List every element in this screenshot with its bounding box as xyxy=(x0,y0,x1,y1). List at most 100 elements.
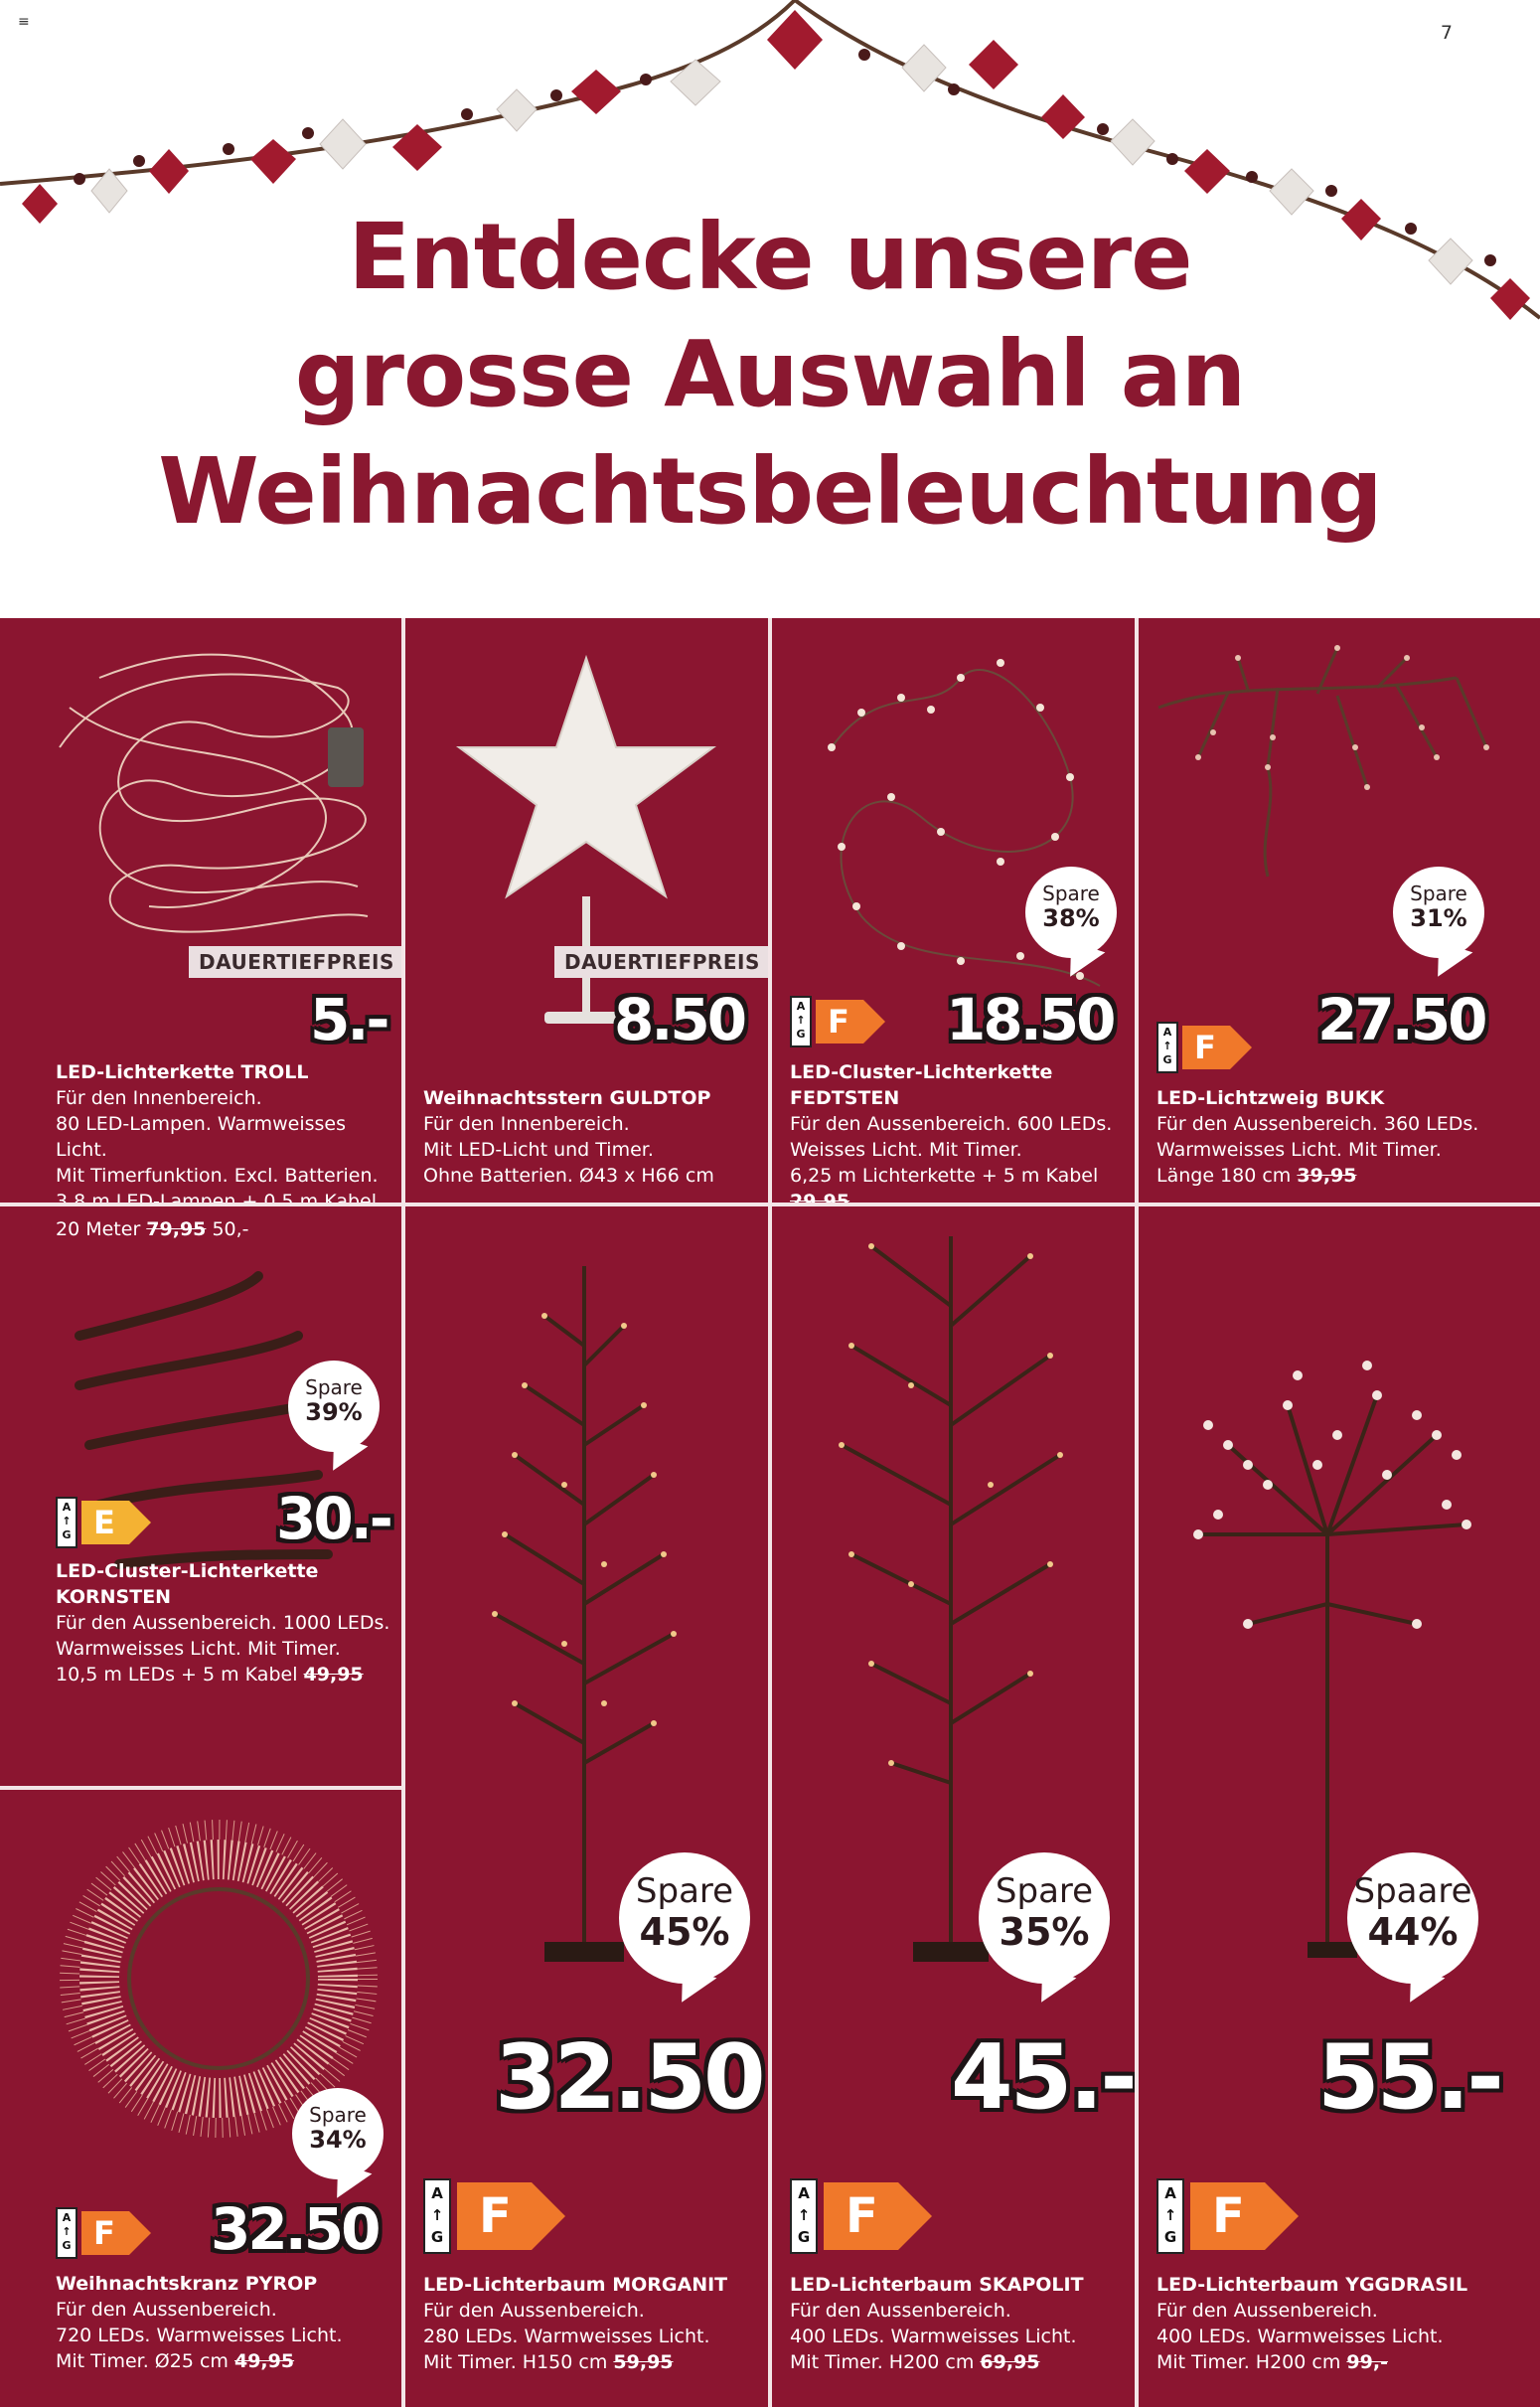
description-text: 10,5 m LEDs + 5 m Kabel xyxy=(56,1664,298,1685)
grid-divider xyxy=(401,618,405,2407)
grid-divider xyxy=(0,1203,1540,1206)
discount-bubble: Spaare 44% xyxy=(1347,1852,1478,1984)
dauertiefpreis-badge: DAUERTIEFPREIS xyxy=(189,946,401,978)
description-line: 80 LED-Lampen. Warmweisses Licht. xyxy=(56,1113,346,1161)
product-description: LED-Lichterbaum YGGDRASIL Für den Aussen… xyxy=(1156,2272,1534,2375)
description-line: 3,8 m LED-Lampen + 0,5 m Kabel xyxy=(56,1191,378,1203)
product-card-kornsten[interactable]: 20 Meter 79,95 50,- Spare 39% A ↑ G E 30.-… xyxy=(0,1206,401,1786)
description-line: Weisses Licht. Mit Timer. xyxy=(790,1139,1022,1161)
grid-divider xyxy=(1135,618,1139,2407)
product-card-bukk[interactable]: Spare 31% A ↑ G F 27.50 LED-Lichtzweig BUK… xyxy=(1139,618,1540,1203)
product-card-morganit[interactable]: Spare 45% 32.50 A ↑ G F LED-Lichterbaum MO… xyxy=(405,1206,768,2407)
product-card-fedtsten[interactable]: Spare 38% A ↑ G F 18.50 LED-Cluster-Lichte… xyxy=(772,618,1135,1203)
product-card-troll[interactable]: DAUERTIEFPREIS 5.- LED-Lichterkette TROL… xyxy=(0,618,401,1203)
description-line: Für den Aussenbereich. xyxy=(423,2300,645,2322)
page-number: 7 xyxy=(1440,22,1453,44)
light-wreath-image xyxy=(60,1820,378,2138)
price: 5.- xyxy=(310,986,389,1053)
christmas-garland-image xyxy=(0,0,1540,320)
description-line: Für den Aussenbereich. 360 LEDs. xyxy=(1156,1113,1479,1135)
discount-label: Spare xyxy=(1410,882,1467,905)
discount-percent: 31% xyxy=(1410,904,1467,932)
product-name: LED-Cluster-Lichterkette xyxy=(56,1560,319,1582)
description-line: Mit Timer. H200 cm 99,- xyxy=(1156,2349,1534,2375)
page-title: Entdecke unsere grosse Auswahl an Weihna… xyxy=(0,199,1540,551)
product-description: LED-Cluster-Lichterkette FEDTSTEN Für de… xyxy=(790,1059,1128,1203)
description-line: Mit LED-Licht und Timer. xyxy=(423,1139,654,1161)
description-line: 10,5 m LEDs + 5 m Kabel 49,95 xyxy=(56,1662,393,1687)
discount-label: Spare xyxy=(635,1871,734,1911)
discount-percent: 39% xyxy=(305,1398,363,1426)
discount-bubble: Spare 31% xyxy=(1393,867,1484,958)
discount-label: Spaare xyxy=(1353,1871,1472,1911)
description-text: Mit Timer. Ø25 cm xyxy=(56,2350,229,2372)
product-name: Weihnachtsstern GULDTOP xyxy=(423,1087,711,1109)
price: 45.- xyxy=(951,2025,1135,2130)
product-name: Weihnachtskranz PYROP xyxy=(56,2273,318,2295)
description-text: Mit Timer. H150 cm xyxy=(423,2351,608,2373)
price: 55.- xyxy=(1317,2025,1504,2130)
description-line: Für den Innenbereich. xyxy=(423,1113,630,1135)
discount-bubble: Spare 35% xyxy=(979,1852,1110,1984)
product-description: LED-Lichterbaum SKAPOLIT Für den Aussenb… xyxy=(790,2272,1128,2375)
product-name-2: FEDTSTEN xyxy=(790,1087,900,1109)
discount-bubble: Spare 34% xyxy=(292,2088,384,2179)
product-card-pyrop[interactable]: Spare 34% A ↑ G F 32.50 Weihnachtskranz PY… xyxy=(0,1790,401,2407)
product-name-2: KORNSTEN xyxy=(56,1586,172,1608)
description-line: Für den Aussenbereich. xyxy=(790,2300,1011,2322)
product-card-yggdrasil[interactable]: Spaare 44% 55.- A ↑ G F LED-Lichterbaum YG… xyxy=(1139,1206,1540,2407)
headline-line-2: grosse Auswahl an xyxy=(294,321,1247,427)
description-line: 400 LEDs. Warmweisses Licht. xyxy=(790,2326,1077,2347)
dauertiefpreis-badge: DAUERTIEFPREIS xyxy=(554,946,768,978)
discount-label: Spare xyxy=(995,1871,1094,1911)
discount-label: Spare xyxy=(1042,882,1100,905)
description-line: 280 LEDs. Warmweisses Licht. xyxy=(423,2326,710,2347)
description-line: Ohne Batterien. Ø43 x H66 cm xyxy=(423,1165,714,1187)
description-line: Für den Aussenbereich. xyxy=(56,2299,277,2321)
product-name: LED-Cluster-Lichterkette xyxy=(790,1061,1053,1083)
discount-label: Spare xyxy=(305,1375,363,1399)
description-line: Für den Aussenbereich. xyxy=(1156,2300,1378,2322)
grid-divider xyxy=(0,1786,403,1790)
old-price: 49,95 xyxy=(233,2350,295,2372)
product-grid: DAUERTIEFPREIS 5.- LED-Lichterkette TROL… xyxy=(0,618,1540,2407)
light-branch-image xyxy=(1157,645,1489,878)
product-card-guldtop[interactable]: DAUERTIEFPREIS 8.50 Weihnachtsstern GULD… xyxy=(405,618,768,1203)
price: 32.50 xyxy=(495,2025,766,2130)
description-line: 400 LEDs. Warmweisses Licht. xyxy=(1156,2326,1444,2347)
menu-icon[interactable]: ≡ xyxy=(18,14,30,30)
description-line: Warmweisses Licht. Mit Timer. xyxy=(56,1638,341,1660)
product-description: Weihnachtskranz PYROP Für den Aussenbere… xyxy=(56,2271,393,2374)
old-price: 59,95 xyxy=(613,2351,674,2373)
description-line: Mit Timer. H200 cm 69,95 xyxy=(790,2349,1128,2375)
description-line: Für den Aussenbereich. 1000 LEDs. xyxy=(56,1612,390,1634)
description-line: Mit Timerfunktion. Excl. Batterien. xyxy=(56,1165,379,1187)
product-description: LED-Cluster-Lichterkette KORNSTEN Für de… xyxy=(56,1558,393,1687)
discount-percent: 35% xyxy=(999,1910,1090,1954)
old-price: 99,- xyxy=(1346,2351,1388,2373)
discount-percent: 45% xyxy=(639,1910,730,1954)
product-name: LED-Lichterbaum YGGDRASIL xyxy=(1156,2274,1468,2296)
description-line: 720 LEDs. Warmweisses Licht. xyxy=(56,2325,343,2346)
headline-line-1: Entdecke unsere xyxy=(348,204,1192,310)
product-card-skapolit[interactable]: Spare 35% 45.- A ↑ G F LED-Lichterbaum SKA… xyxy=(772,1206,1135,2407)
price: 8.50 xyxy=(614,986,747,1053)
product-description: LED-Lichterkette TROLL Für den Innenbere… xyxy=(56,1059,393,1203)
old-price: 39,95 xyxy=(1297,1165,1357,1187)
headline-line-3: Weihnachtsbeleuchtung xyxy=(158,438,1383,545)
header-section: ≡ 7 Entdecke unsere grosse Auswahl an We… xyxy=(0,0,1540,618)
product-name: LED-Lichtzweig BUKK xyxy=(1156,1087,1385,1109)
product-description: LED-Lichterbaum MORGANIT Für den Aussenb… xyxy=(423,2272,761,2375)
discount-bubble: Spare 45% xyxy=(619,1852,750,1984)
discount-percent: 38% xyxy=(1042,904,1100,932)
product-description: LED-Lichtzweig BUKK Für den Aussenbereic… xyxy=(1156,1085,1534,1189)
product-description: Weihnachtsstern GULDTOP Für den Innenber… xyxy=(423,1085,761,1189)
description-line: Für den Aussenbereich. 600 LEDs. xyxy=(790,1113,1113,1135)
description-line: Länge 180 cm 39,95 xyxy=(1156,1163,1534,1189)
variant-new-price: 50,- xyxy=(212,1218,249,1240)
price: 18.50 xyxy=(946,986,1116,1053)
price: 27.50 xyxy=(1317,986,1487,1053)
description-text: Mit Timer. H200 cm xyxy=(1156,2351,1341,2373)
cluster-light-chain-image xyxy=(828,659,1101,987)
discount-percent: 34% xyxy=(309,2126,367,2154)
